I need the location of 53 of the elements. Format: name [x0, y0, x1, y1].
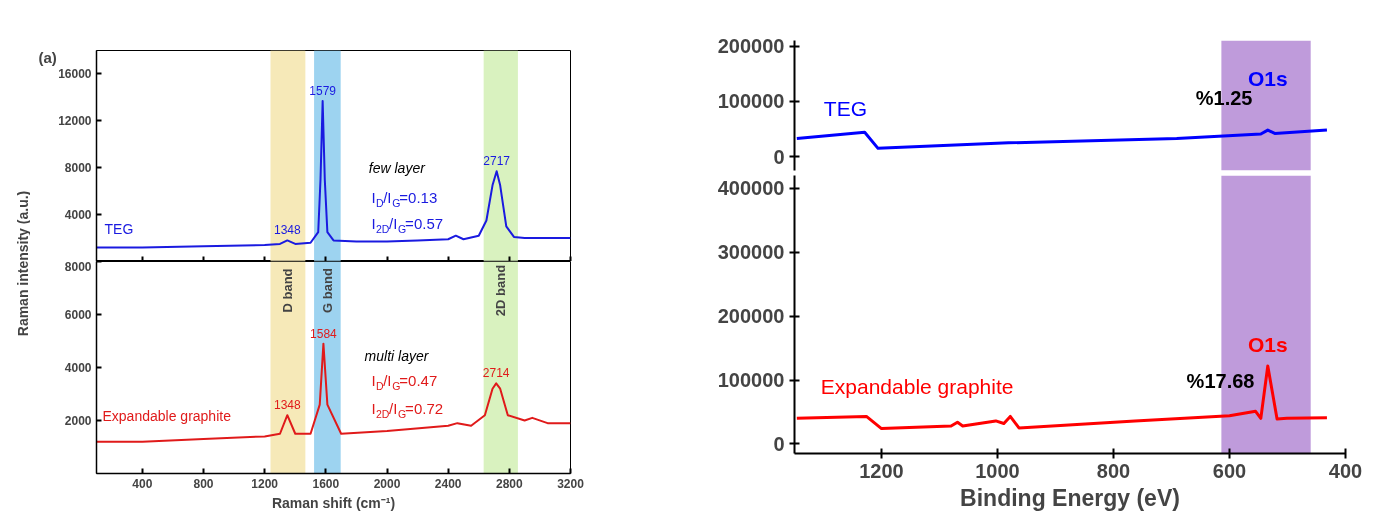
band-label: D band: [280, 268, 296, 313]
x-tick-label: 3200: [557, 476, 585, 491]
x-tick-label: 1200: [859, 459, 904, 482]
x-tick-label: 2800: [495, 476, 524, 491]
band-label: G band: [319, 268, 335, 313]
series-label: TEG: [823, 96, 867, 120]
x-tick-label: 400: [132, 476, 153, 491]
y-tick-label: 12000: [58, 114, 92, 129]
series-label: TEG: [104, 221, 134, 238]
x-tick-label: 1000: [975, 459, 1020, 482]
y-tick-label: 0: [773, 432, 785, 455]
annotation: multi layer: [364, 347, 430, 364]
y-tick-label: 4000: [64, 361, 92, 375]
annotation: 1348: [273, 398, 301, 413]
y-tick-label: 2000: [64, 414, 92, 428]
x-axis-title: Raman shift (cm⁻¹): [271, 494, 396, 511]
x-tick-label: 400: [1328, 459, 1363, 482]
x-tick-label: 800: [193, 476, 214, 491]
band-label: 2D band: [493, 264, 509, 317]
y-tick-label: 8000: [64, 259, 92, 274]
annotation: O1s: [1247, 332, 1288, 356]
y-tick-label: 6000: [64, 308, 92, 322]
y-tick-label: 100000: [717, 369, 785, 392]
annotation: 1348: [273, 223, 301, 238]
series-label: Expandable graphite: [820, 374, 1014, 398]
y-tick-label: 4000: [64, 208, 92, 223]
y-tick-label: 400000: [717, 177, 785, 200]
y-tick-label: 8000: [64, 161, 92, 176]
y-tick-label: 100000: [717, 90, 785, 113]
annotation: 2714: [482, 366, 510, 381]
y-tick-label: 16000: [58, 67, 92, 82]
y-tick-label: 200000: [717, 35, 785, 58]
series-label: Expandable graphite: [102, 407, 232, 424]
y-tick-label: 0: [773, 145, 785, 168]
chart-title: (a): [38, 48, 57, 66]
y-tick-label: 200000: [717, 305, 785, 328]
x-tick-label: 600: [1212, 459, 1247, 482]
annotation: 1584: [310, 326, 338, 341]
x-tick-label: 1600: [312, 476, 340, 491]
annotation: 2717: [483, 154, 511, 169]
line-series: [96, 99, 571, 249]
x-tick-label: 800: [1096, 459, 1131, 482]
line-series: [795, 128, 1329, 150]
annotation: few layer: [368, 159, 427, 176]
line-series: [795, 364, 1329, 431]
x-tick-label: 1200: [251, 476, 279, 491]
x-tick-label: 2000: [373, 476, 401, 491]
y-tick-label: 300000: [717, 241, 785, 264]
x-axis-title: Binding Energy (eV): [960, 484, 1180, 511]
y-axis-title: Raman intensity (a.u.): [14, 190, 31, 337]
annotation: 1579: [309, 83, 337, 98]
annotation: %17.68: [1186, 369, 1255, 392]
x-tick-label: 2400: [434, 476, 462, 491]
